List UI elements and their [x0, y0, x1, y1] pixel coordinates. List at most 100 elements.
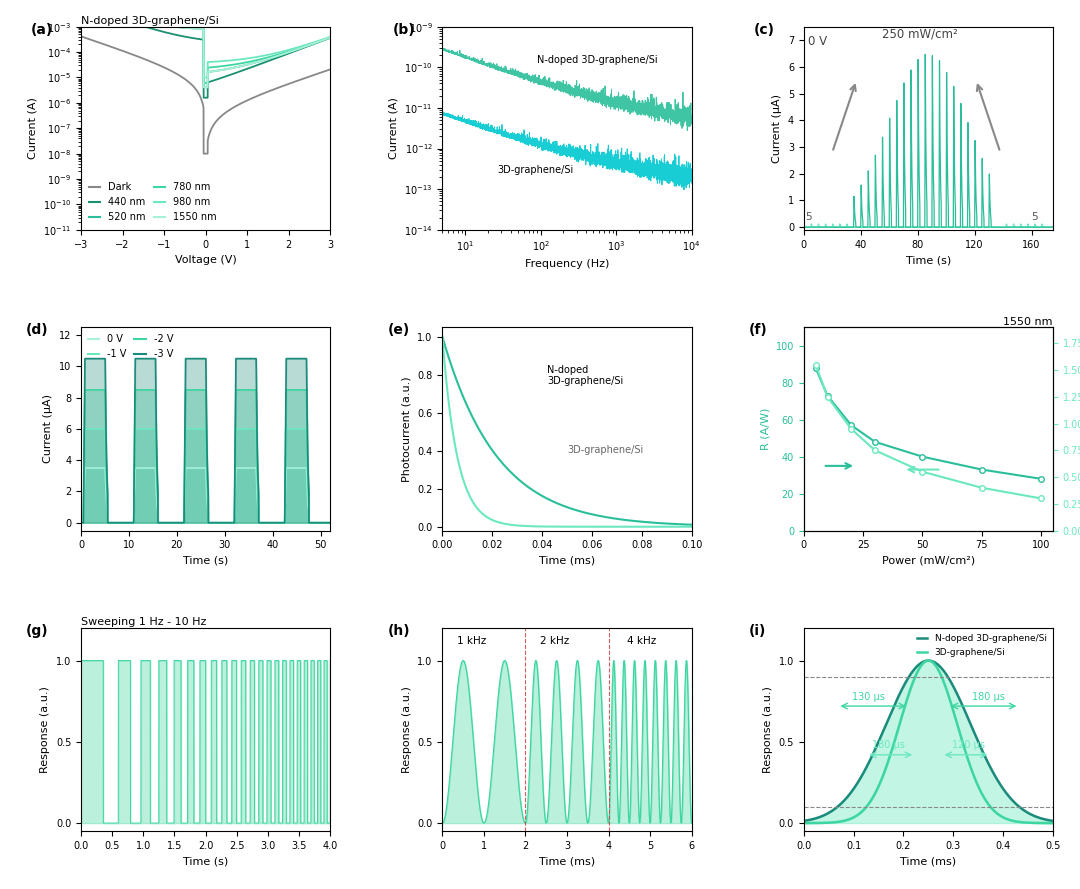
- 0 V: [90, 462, 103, 473]
- -3 V: [324, 517, 337, 528]
- Line: -1 V: -1 V: [81, 428, 330, 523]
- -1 V: [79, 423, 92, 434]
- Text: 250 mW/cm²: 250 mW/cm²: [882, 28, 958, 40]
- -3 V: [76, 517, 89, 528]
- Text: 4 kHz: 4 kHz: [627, 637, 657, 646]
- 0 V: [79, 462, 92, 473]
- 520 nm: [179, 22, 192, 33]
- Text: 5: 5: [806, 212, 812, 222]
- Line: -2 V: -2 V: [81, 390, 330, 523]
- -3 V: [123, 517, 136, 528]
- 980 nm: [179, 13, 192, 24]
- 980 nm: [324, 31, 337, 42]
- Y-axis label: Response (a.u.): Response (a.u.): [40, 686, 51, 773]
- 980 nm: [193, 13, 206, 24]
- 440 nm: [181, 32, 194, 43]
- -3 V: [311, 517, 324, 528]
- 440 nm: [316, 36, 329, 46]
- Y-axis label: Current (μA): Current (μA): [772, 93, 782, 163]
- Line: 520 nm: 520 nm: [81, 4, 330, 87]
- 440 nm: [198, 92, 211, 103]
- X-axis label: Time (ms): Time (ms): [539, 556, 595, 565]
- 980 nm: [181, 13, 194, 24]
- X-axis label: Time (s): Time (s): [906, 255, 951, 265]
- 520 nm: [316, 35, 329, 45]
- Text: 0 V: 0 V: [808, 36, 827, 48]
- Text: N-doped 3D-graphene/Si: N-doped 3D-graphene/Si: [81, 16, 219, 26]
- Text: (c): (c): [754, 22, 775, 36]
- -1 V: [324, 517, 337, 528]
- 440 nm: [193, 34, 206, 44]
- 440 nm: [256, 58, 269, 68]
- Y-axis label: R (A/W): R (A/W): [760, 408, 770, 450]
- 980 nm: [75, 0, 87, 8]
- 440 nm: [303, 40, 316, 51]
- Text: 120 μs: 120 μs: [953, 741, 985, 750]
- Dark: [198, 148, 211, 159]
- Dark: [256, 89, 269, 100]
- -2 V: [76, 517, 89, 528]
- 520 nm: [324, 32, 337, 43]
- Text: 3D-graphene/Si: 3D-graphene/Si: [567, 445, 644, 455]
- Text: (i): (i): [748, 624, 767, 638]
- 520 nm: [75, 0, 87, 9]
- 0 V: [123, 517, 136, 528]
- -1 V: [123, 517, 136, 528]
- Line: 1550 nm: 1550 nm: [81, 4, 330, 87]
- X-axis label: Frequency (Hz): Frequency (Hz): [525, 259, 609, 268]
- -1 V: [90, 423, 103, 434]
- Text: N-doped 3D-graphene/Si: N-doped 3D-graphene/Si: [537, 55, 658, 65]
- 1550 nm: [198, 82, 211, 92]
- 780 nm: [75, 0, 87, 9]
- 780 nm: [198, 77, 211, 88]
- 980 nm: [198, 72, 211, 83]
- Y-axis label: Current (A): Current (A): [27, 97, 37, 159]
- 780 nm: [181, 19, 194, 29]
- X-axis label: Voltage (V): Voltage (V): [175, 255, 237, 265]
- -1 V: [311, 517, 324, 528]
- -2 V: [197, 385, 210, 396]
- Text: (g): (g): [26, 624, 49, 638]
- 520 nm: [256, 55, 269, 66]
- -3 V: [90, 353, 103, 364]
- Text: (e): (e): [388, 324, 409, 337]
- -1 V: [197, 423, 210, 434]
- Text: (b): (b): [392, 22, 415, 36]
- X-axis label: Time (ms): Time (ms): [539, 856, 595, 867]
- 0 V: [311, 517, 324, 528]
- 1550 nm: [256, 55, 269, 66]
- -2 V: [75, 517, 87, 528]
- Dark: [324, 64, 337, 75]
- Text: (a): (a): [31, 22, 53, 36]
- 780 nm: [324, 32, 337, 43]
- 0 V: [197, 462, 210, 473]
- Y-axis label: Photocurrent (a.u.): Photocurrent (a.u.): [402, 376, 411, 482]
- Line: 440 nm: 440 nm: [81, 4, 330, 98]
- 780 nm: [256, 53, 269, 64]
- X-axis label: Power (mW/cm²): Power (mW/cm²): [882, 556, 975, 565]
- 440 nm: [324, 33, 337, 44]
- Dark: [316, 67, 329, 77]
- Text: N-doped
3D-graphene/Si: N-doped 3D-graphene/Si: [548, 364, 623, 386]
- -3 V: [75, 517, 87, 528]
- 1550 nm: [75, 0, 87, 9]
- 980 nm: [256, 51, 269, 61]
- 520 nm: [198, 82, 211, 92]
- 440 nm: [75, 0, 87, 10]
- -3 V: [197, 353, 210, 364]
- 780 nm: [179, 19, 192, 29]
- 1550 nm: [303, 39, 316, 50]
- Legend: N-doped 3D-graphene/Si, 3D-graphene/Si: N-doped 3D-graphene/Si, 3D-graphene/Si: [915, 633, 1049, 659]
- Line: 780 nm: 780 nm: [81, 4, 330, 83]
- Text: 5: 5: [1031, 212, 1038, 222]
- 1550 nm: [316, 35, 329, 45]
- X-axis label: Time (s): Time (s): [183, 856, 228, 867]
- -2 V: [90, 385, 103, 396]
- Y-axis label: Response (a.u.): Response (a.u.): [402, 686, 411, 773]
- 1550 nm: [193, 23, 206, 34]
- -1 V: [85, 423, 98, 434]
- 520 nm: [303, 39, 316, 50]
- X-axis label: Time (ms): Time (ms): [901, 856, 957, 867]
- -1 V: [76, 517, 89, 528]
- Text: 1550 nm: 1550 nm: [1003, 316, 1053, 326]
